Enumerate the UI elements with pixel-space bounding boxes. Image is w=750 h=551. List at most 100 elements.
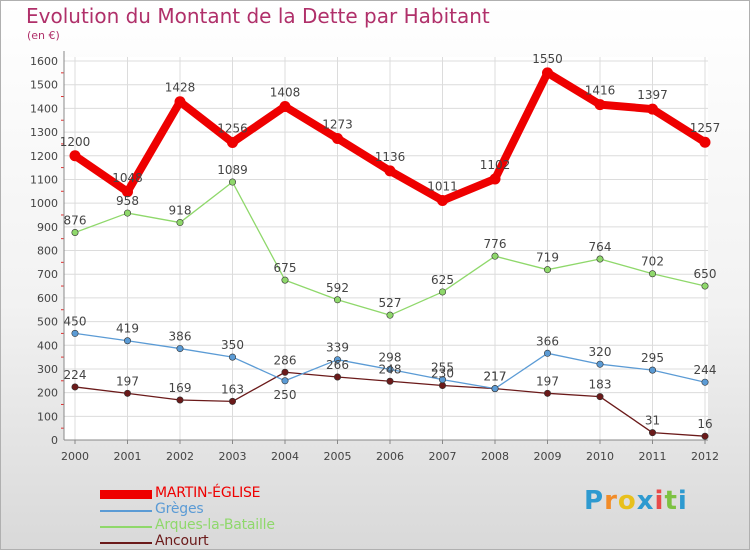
data-label: 197 (116, 374, 139, 388)
x-tick-label: 2002 (166, 450, 194, 463)
x-tick-label: 2000 (61, 450, 89, 463)
y-tick-label: 1100 (30, 173, 58, 186)
logo-letter: o (617, 486, 637, 516)
data-point (647, 103, 658, 115)
data-point (279, 100, 291, 112)
data-point (69, 150, 81, 162)
data-label: 1550 (532, 52, 563, 66)
data-label: 958 (116, 194, 139, 208)
logo-letter: r (604, 486, 618, 516)
data-label: 625 (431, 273, 454, 287)
data-label: 1408 (270, 85, 301, 99)
data-label: 876 (64, 213, 87, 227)
data-point (384, 165, 396, 177)
data-point (386, 311, 394, 319)
data-labels: 1200 1048 1428 1256 1408 1273 1136 1011 1102 1550… (60, 52, 721, 431)
data-label: 183 (589, 378, 612, 392)
x-tick-label: 2008 (481, 450, 509, 463)
legend-label: MARTIN-ÉGLISE (155, 485, 261, 501)
data-label: 1273 (322, 117, 353, 131)
data-label: 592 (326, 281, 349, 295)
data-label: 386 (169, 330, 192, 344)
data-point (281, 276, 289, 284)
data-point (386, 365, 394, 373)
series-lines (69, 67, 711, 440)
data-point (701, 378, 709, 386)
axes: 0100200300400500600700800900100011001200… (30, 51, 719, 463)
logo-letter: P (584, 486, 605, 516)
y-tick-label: 700 (37, 268, 58, 281)
legend-swatch (100, 490, 152, 499)
data-label: 702 (641, 255, 664, 269)
data-label: 1102 (480, 158, 511, 172)
data-label: 1397 (637, 88, 668, 102)
data-point (124, 337, 132, 345)
data-label: 244 (694, 363, 717, 377)
data-point (71, 383, 79, 391)
data-label: 366 (536, 334, 559, 348)
y-tick-label: 800 (37, 245, 58, 258)
data-label: 1200 (60, 135, 91, 149)
data-point (438, 376, 446, 384)
data-label: 217 (484, 370, 507, 384)
data-label: 450 (64, 314, 87, 328)
logo-letter: i (654, 486, 665, 516)
y-tick-label: 500 (37, 316, 58, 329)
legend-label: Grèges (155, 501, 204, 517)
data-label: 248 (379, 362, 402, 376)
data-point (176, 219, 184, 227)
y-tick-label: 400 (37, 339, 58, 352)
data-point (333, 373, 341, 381)
data-point (176, 345, 184, 353)
data-point (489, 173, 501, 185)
y-tick-label: 100 (37, 410, 58, 423)
data-point (701, 432, 709, 440)
data-label: 1136 (375, 150, 406, 164)
data-label: 1428 (165, 81, 196, 95)
data-label: 230 (431, 367, 454, 381)
data-point (176, 396, 184, 404)
legend-swatch (100, 510, 152, 512)
legend-swatch (100, 526, 152, 528)
data-label: 1257 (690, 121, 721, 135)
data-label: 350 (221, 338, 244, 352)
data-point (124, 209, 132, 217)
data-label: 719 (536, 251, 559, 265)
logo-letter: x (636, 486, 655, 516)
data-point (229, 178, 237, 186)
data-point (438, 288, 446, 296)
legend-label: Ancourt (155, 533, 209, 549)
data-point (648, 270, 656, 278)
y-tick-label: 600 (37, 292, 58, 305)
data-label: 1416 (585, 84, 616, 98)
data-point (174, 96, 186, 108)
legend-swatch (100, 542, 152, 544)
data-point (437, 195, 448, 207)
data-label: 764 (589, 240, 612, 254)
data-label: 31 (645, 414, 660, 428)
data-label: 224 (64, 368, 87, 382)
data-point (281, 377, 289, 385)
data-label: 1011 (427, 180, 458, 194)
data-label: 320 (589, 345, 612, 359)
data-point (332, 132, 343, 144)
data-point (333, 356, 341, 364)
y-tick-label: 1300 (30, 126, 58, 139)
data-label: 339 (326, 341, 349, 355)
data-point (699, 136, 711, 148)
data-label: 286 (274, 353, 297, 367)
data-label: 527 (379, 296, 402, 310)
data-label: 169 (169, 381, 192, 395)
y-tick-label: 0 (51, 434, 58, 447)
data-point (542, 67, 553, 79)
logo-letter: t (664, 486, 678, 516)
y-tick-label: 1400 (30, 102, 58, 115)
logo-letter: i (677, 486, 688, 516)
data-label: 1256 (217, 121, 248, 135)
x-tick-label: 2012 (691, 450, 719, 463)
data-point (594, 99, 606, 111)
data-point (701, 282, 709, 290)
data-label: 1048 (112, 171, 143, 185)
data-label: 217 (484, 370, 507, 384)
data-label: 295 (641, 351, 664, 365)
